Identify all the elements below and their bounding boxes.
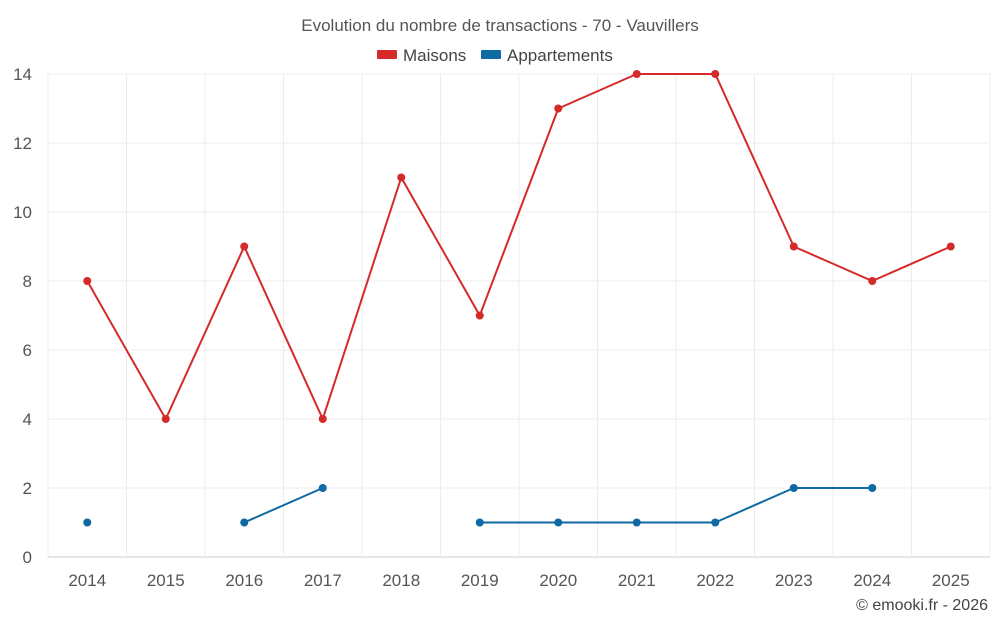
data-point-appartements[interactable] [789,484,798,492]
data-point-maisons[interactable] [161,415,170,423]
y-axis-ticks: 0 2 4 6 8 10 12 14 [13,65,32,567]
x-tick-label: 2024 [853,571,891,590]
x-tick-label: 2022 [696,571,734,590]
data-point-appartements[interactable] [475,518,484,527]
x-tick-label: 2023 [775,571,813,590]
x-axis-ticks: 2014 2015 2016 2017 2018 2019 2020 2021 2022 2023… [68,571,969,590]
x-tick-label: 2021 [618,571,656,590]
y-tick-label: 6 [23,341,32,360]
x-tick-label: 2025 [932,571,970,590]
series-line-maisons [86,73,952,420]
data-point-appartements[interactable] [711,518,720,527]
data-point-maisons[interactable] [946,242,955,251]
x-tick-label: 2019 [461,571,499,590]
data-point-maisons[interactable] [475,311,484,320]
y-tick-label: 12 [13,134,32,153]
series-line-appartements [479,487,873,524]
x-tick-label: 2016 [225,571,263,590]
y-tick-label: 0 [23,548,32,567]
data-point-appartements[interactable] [868,484,877,492]
y-tick-label: 8 [23,272,32,291]
data-point-maisons[interactable] [240,242,249,251]
legend-swatch-appartements [481,50,501,59]
legend: Maisons Appartements [377,46,613,65]
data-point-appartements[interactable] [240,518,249,527]
y-tick-label: 2 [23,479,32,498]
data-point-appartements[interactable] [83,518,92,527]
data-point-maisons[interactable] [397,173,406,182]
y-tick-label: 10 [13,203,32,222]
data-point-appartements[interactable] [554,518,563,527]
x-tick-label: 2014 [68,571,106,590]
data-point-appartements[interactable] [632,518,641,527]
y-tick-label: 4 [23,410,32,429]
legend-label-maisons[interactable]: Maisons [403,46,466,65]
y-tick-label: 14 [13,65,32,84]
legend-swatch-maisons [377,50,397,59]
credit-text: © emooki.fr - 2026 [856,597,988,614]
data-point-maisons[interactable] [868,277,877,285]
data-point-maisons[interactable] [632,70,641,78]
data-point-maisons[interactable] [83,277,92,285]
x-tick-label: 2015 [147,571,185,590]
data-point-maisons[interactable] [318,415,327,423]
x-tick-label: 2017 [304,571,342,590]
x-tick-label: 2020 [539,571,577,590]
data-point-maisons[interactable] [711,70,720,78]
x-tick-label: 2018 [382,571,420,590]
legend-label-appartements[interactable]: Appartements [507,46,613,65]
grid [47,73,991,558]
data-point-maisons[interactable] [789,242,798,251]
series-line-appartements [243,487,324,524]
data-point-maisons[interactable] [554,104,563,113]
series [83,70,955,527]
data-point-appartements[interactable] [318,484,327,492]
chart-title: Evolution du nombre de transactions - 70… [301,16,699,35]
